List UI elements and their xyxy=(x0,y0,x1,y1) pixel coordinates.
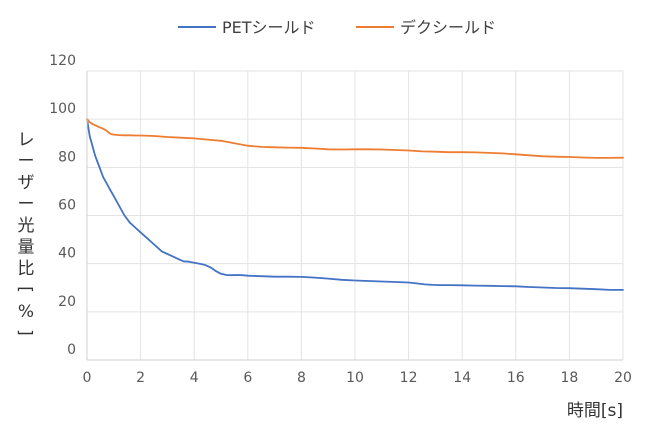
x-axis-ticks: 0 2 4 6 8 10 12 14 16 18 20 xyxy=(83,370,632,386)
y-tick-label: 40 xyxy=(58,246,76,262)
y-axis-title-char: ー xyxy=(18,195,35,215)
y-axis-title-char: 光 xyxy=(18,216,35,236)
y-axis-title-char: ザ xyxy=(18,173,35,193)
x-tick-label: 18 xyxy=(560,370,578,386)
x-tick-label: 2 xyxy=(136,370,145,386)
y-axis-title-char: [ xyxy=(15,286,35,293)
y-tick-label: 80 xyxy=(58,149,76,165)
y-axis-title-char: ] xyxy=(15,329,35,336)
y-tick-label: 100 xyxy=(49,101,76,117)
x-tick-label: 14 xyxy=(453,370,471,386)
x-tick-label: 6 xyxy=(243,370,252,386)
y-tick-label: 20 xyxy=(58,294,76,310)
axes xyxy=(86,71,623,361)
legend: PETシールド デクシールド xyxy=(178,18,496,37)
y-axis-title-char: ー xyxy=(18,152,35,172)
y-axis-title-char: 量 xyxy=(18,238,35,258)
y-tick-label: 120 xyxy=(49,53,76,69)
y-tick-label: 0 xyxy=(67,342,76,358)
x-tick-label: 8 xyxy=(297,370,306,386)
grid-lines xyxy=(86,70,624,361)
x-tick-label: 10 xyxy=(346,370,364,386)
y-tick-label: 60 xyxy=(58,198,76,214)
x-tick-label: 4 xyxy=(190,370,199,386)
y-axis-title-char: % xyxy=(18,302,34,322)
series-line-2 xyxy=(86,118,624,159)
y-axis-title-char: レ xyxy=(18,130,35,150)
series-layer xyxy=(86,118,624,291)
x-tick-label: 16 xyxy=(507,370,525,386)
x-tick-label: 0 xyxy=(83,370,92,386)
series-line-1 xyxy=(86,118,624,291)
x-tick-label: 20 xyxy=(614,370,632,386)
y-axis-ticks: 0 20 40 60 80 100 120 xyxy=(49,53,76,358)
legend-label-1: PETシールド xyxy=(222,18,316,37)
x-axis-title: 時間[s] xyxy=(567,401,623,421)
x-tick-label: 12 xyxy=(400,370,418,386)
legend-label-2: デクシールド xyxy=(400,18,496,37)
y-axis-title-char: 比 xyxy=(18,259,35,279)
